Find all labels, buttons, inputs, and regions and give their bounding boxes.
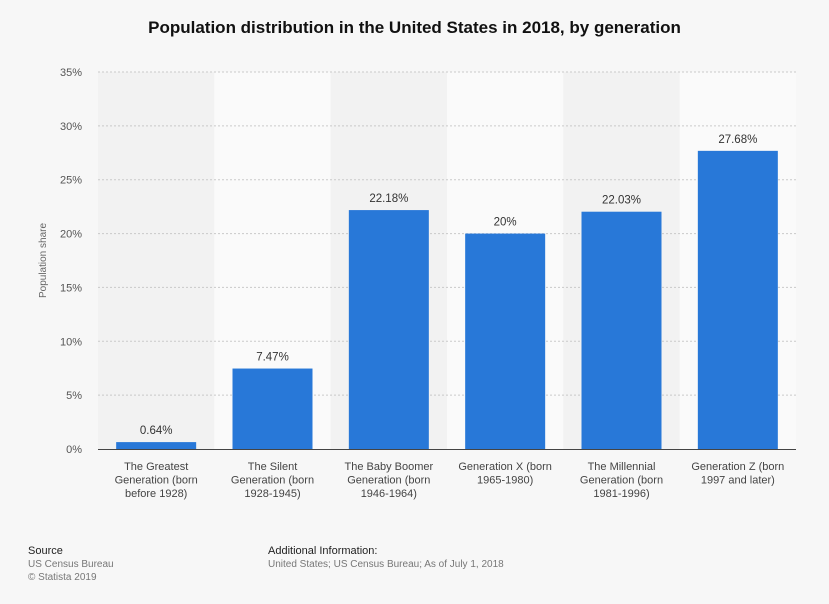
x-tick-label: 1981-1996) (593, 488, 649, 500)
y-tick-label: 10% (60, 336, 82, 348)
x-tick-label: The Baby Boomer (345, 461, 434, 473)
y-tick-label: 35% (60, 67, 82, 79)
x-tick-label: Generation X (born (458, 461, 552, 473)
x-tick-label: 1997 and later) (701, 475, 775, 487)
bar (232, 368, 313, 449)
source-heading: Source (28, 545, 63, 557)
data-label: 20% (494, 217, 517, 229)
chart-title: Population distribution in the United St… (148, 18, 681, 37)
y-tick-label: 15% (60, 282, 82, 294)
x-tick-label: The Silent (248, 461, 298, 473)
source-block: Source US Census Bureau © Statista 2019 (28, 545, 114, 584)
y-tick-label: 25% (60, 175, 82, 187)
x-tick-label: Generation (born (115, 475, 198, 487)
x-tick-label: 1928-1945) (244, 488, 300, 500)
x-tick-label: The Millennial (588, 461, 656, 473)
bar (581, 211, 662, 449)
band-background-0 (98, 72, 215, 449)
y-axis-title: Population share (38, 223, 49, 298)
bar (697, 150, 778, 449)
bar (348, 210, 429, 449)
bar-chart: 0% 5% 10% 15% 20% 25% 30% 35% Population share 0.… (38, 67, 796, 500)
bar (465, 233, 546, 449)
data-label: 7.47% (256, 352, 289, 364)
x-tick-label: 1946-1964) (361, 488, 417, 500)
y-tick-label: 0% (66, 444, 82, 456)
x-tick-label: 1965-1980) (477, 475, 533, 487)
x-tick-label: before 1928) (125, 488, 187, 500)
data-label: 0.64% (140, 425, 173, 437)
y-tick-label: 5% (66, 390, 82, 402)
additional-info-heading[interactable]: Additional Information: (268, 545, 378, 557)
x-tick-label: The Greatest (124, 461, 188, 473)
source-line-2: © Statista 2019 (28, 572, 97, 583)
bar (116, 442, 197, 449)
y-tick-label: 20% (60, 229, 82, 241)
additional-info-block: Additional Information: United States; U… (268, 545, 504, 571)
x-tick-label: Generation (born (231, 475, 314, 487)
data-label: 27.68% (718, 134, 757, 146)
x-tick-label: Generation (born (347, 475, 430, 487)
source-line-1: US Census Bureau (28, 559, 114, 570)
data-label: 22.03% (602, 195, 641, 207)
x-tick-label: Generation (born (580, 475, 663, 487)
y-tick-label: 30% (60, 121, 82, 133)
x-tick-label: Generation Z (born (691, 461, 784, 473)
additional-info-text: United States; US Census Bureau; As of J… (268, 559, 504, 570)
data-label: 22.18% (369, 193, 408, 205)
